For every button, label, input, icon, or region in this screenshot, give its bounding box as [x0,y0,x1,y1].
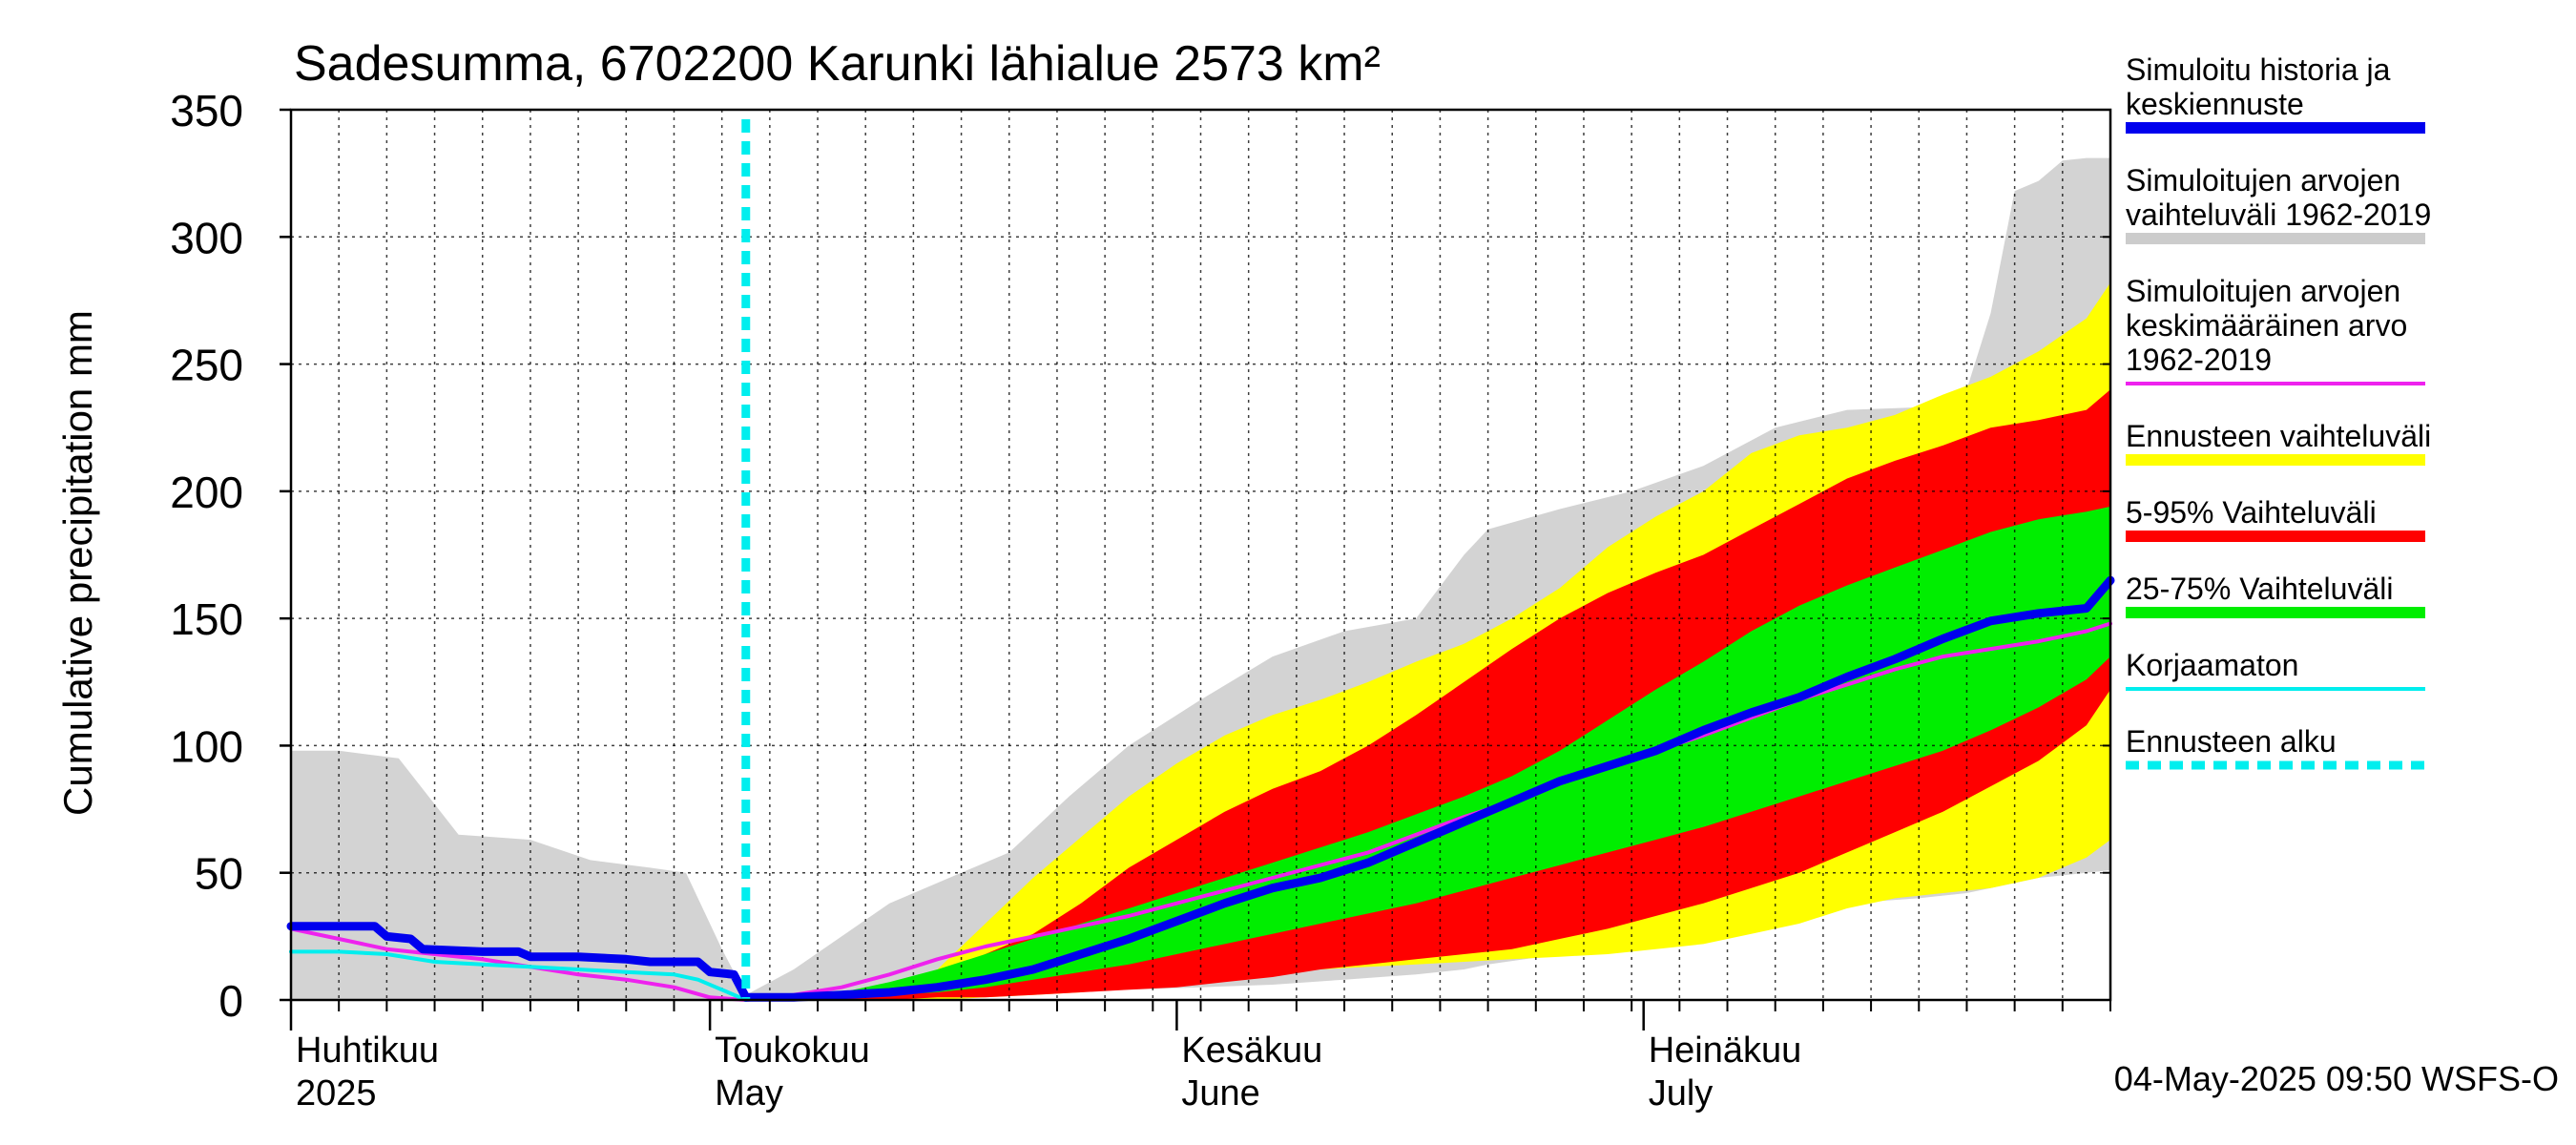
y-tick-label: 350 [170,86,243,135]
y-tick-label: 0 [218,976,243,1026]
y-tick-label: 300 [170,213,243,262]
band-areas [291,157,2110,1001]
legend: Simuloitu historia jakeskiennusteSimuloi… [2126,52,2431,770]
y-axis-label: Cumulative precipitation mm [55,310,100,816]
legend-label: keskiennuste [2126,87,2304,121]
series-lines [286,119,2115,1002]
y-tick-label: 200 [170,468,243,517]
grid-lines [291,109,2110,1000]
legend-label: keskimääräinen arvo [2126,308,2407,343]
month-label-sub: June [1181,1073,1259,1114]
month-label-sub: May [715,1073,783,1114]
band-area-2 [745,389,2110,1000]
legend-item-3: Ennusteen vaihteluväli [2126,419,2431,466]
legend-label: Simuloitujen arvojen [2126,163,2400,198]
series-line-2 [286,575,2115,1002]
series-line-1 [289,949,748,1002]
y-tick-label: 50 [195,849,243,899]
legend-label: Simuloitu historia ja [2126,52,2391,87]
month-label: Kesäkuu [1181,1030,1322,1071]
legend-label: Ennusteen vaihteluväli [2126,419,2431,453]
legend-label: Ennusteen alku [2126,724,2337,759]
month-label-sub: 2025 [296,1073,377,1114]
legend-item-5: 25-75% Vaihteluväli [2126,572,2425,618]
month-label: Heinäkuu [1649,1030,1802,1071]
month-label: Huhtikuu [296,1030,439,1071]
y-tick-label: 250 [170,341,243,390]
band-area-3 [745,506,2110,1000]
month-label-sub: July [1649,1073,1714,1114]
legend-label: vaihteluväli 1962-2019 [2126,198,2431,232]
legend-label: 25-75% Vaihteluväli [2126,572,2393,606]
timestamp: 04-May-2025 09:50 WSFS-O [2114,1059,2559,1098]
legend-item-6: Korjaamaton [2126,648,2425,691]
legend-label: Korjaamaton [2126,648,2298,682]
legend-item-4: 5-95% Vaihteluväli [2126,495,2425,542]
legend-label: 5-95% Vaihteluväli [2126,495,2377,530]
series-line-0 [289,621,2112,1002]
legend-label: 1962-2019 [2126,343,2272,377]
chart-title: Sadesumma, 6702200 Karunki lähialue 2573… [294,36,1381,92]
legend-item-7: Ennusteen alku [2126,724,2425,770]
legend-label: Simuloitujen arvojen [2126,274,2400,308]
y-tick-label: 150 [170,594,243,644]
y-tick-label: 100 [170,721,243,771]
month-label: Toukokuu [715,1030,870,1071]
